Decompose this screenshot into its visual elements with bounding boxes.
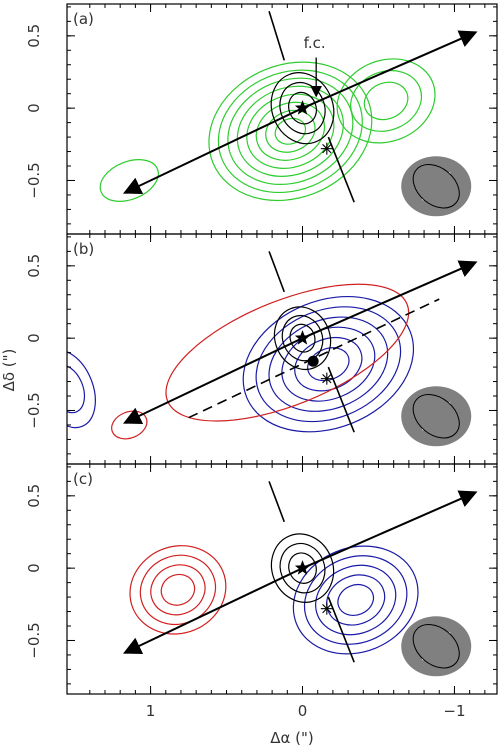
beam-indicator-b bbox=[401, 386, 472, 447]
contour-b-0-4 bbox=[294, 336, 363, 392]
star-marker-a bbox=[294, 100, 311, 115]
contour-a-0-5 bbox=[255, 101, 326, 161]
panel-c-plot-area bbox=[123, 481, 478, 677]
beam-ellipse bbox=[412, 394, 460, 439]
contour-c-0-3 bbox=[160, 573, 196, 606]
contour-a-0-2 bbox=[227, 77, 354, 185]
contour-b-1-0 bbox=[67, 349, 96, 429]
panel-label-b: (b) bbox=[73, 240, 94, 258]
beam-indicator-a bbox=[401, 156, 472, 217]
annotation-fc: f.c. bbox=[304, 34, 326, 52]
panel-label-c: (c) bbox=[73, 470, 93, 488]
contour-c-0-2 bbox=[150, 564, 206, 616]
panel-a-plot-area bbox=[99, 10, 478, 217]
axis-line-c-0 bbox=[268, 481, 286, 523]
axis-line-a-1 bbox=[327, 136, 355, 203]
contour-a-1-1 bbox=[350, 69, 423, 132]
beam-ellipse bbox=[412, 164, 460, 209]
y-tick-label: −0.5 bbox=[25, 392, 43, 428]
x-axis-label: Δα (") bbox=[270, 729, 314, 747]
contour-c-1-3 bbox=[326, 574, 386, 626]
axis-line-a-0 bbox=[268, 10, 286, 61]
y-tick-label: 0.5 bbox=[25, 254, 43, 278]
outflow-arrow-c-1 bbox=[123, 567, 303, 654]
contour-b-3-0 bbox=[111, 410, 148, 440]
panel-a: f.c. (a) 0.5 0 −0.5 bbox=[25, 3, 498, 235]
asterisk-marker-b bbox=[320, 372, 333, 385]
x-tick-label: 0 bbox=[298, 702, 308, 720]
contour-a-0-7 bbox=[274, 117, 307, 145]
asterisk-marker-c bbox=[320, 602, 333, 615]
y-tick-label: 0 bbox=[25, 333, 43, 343]
panel-c: (c) 0.5 0 −0.5 1 0 −1 bbox=[25, 463, 498, 720]
asterisk-stroke bbox=[322, 604, 332, 614]
contour-b-2-0 bbox=[165, 283, 410, 422]
contour-b-1-1 bbox=[67, 364, 86, 414]
contour-a-0-1 bbox=[217, 69, 363, 194]
panel-b: (b) 0.5 0 −0.5 bbox=[25, 233, 498, 465]
y-tick-label: 0 bbox=[25, 563, 43, 573]
contour-a-2-0 bbox=[99, 159, 159, 202]
star-marker-c bbox=[294, 560, 311, 575]
contour-c-0-0 bbox=[129, 545, 227, 635]
contour-a-0-3 bbox=[236, 85, 344, 177]
outflow-arrow-a-0 bbox=[302, 30, 478, 110]
y-tick-label: −0.5 bbox=[25, 162, 43, 198]
contour-b-0-2 bbox=[268, 316, 389, 412]
axis-line-c-1 bbox=[327, 596, 355, 663]
asterisk-marker-a bbox=[320, 142, 333, 155]
outflow-arrow-a-1 bbox=[123, 107, 303, 194]
contour-a-1-2 bbox=[363, 81, 409, 121]
contour-a-0-0 bbox=[208, 61, 373, 202]
contour-a-1-0 bbox=[336, 58, 436, 144]
beam-indicator-c bbox=[401, 616, 472, 677]
contour-b-0-1 bbox=[255, 306, 402, 423]
y-tick-label: 0.5 bbox=[25, 484, 43, 508]
y-axis-label: Δδ (") bbox=[0, 349, 18, 392]
x-tick-label: 1 bbox=[146, 702, 156, 720]
contour-c-1-1 bbox=[303, 555, 408, 645]
x-tick-label: −1 bbox=[443, 702, 465, 720]
panel-label-a: (a) bbox=[73, 10, 94, 28]
contour-a-0-6 bbox=[265, 109, 316, 153]
outflow-arrow-b-0 bbox=[302, 260, 478, 340]
contour-c-1-4 bbox=[337, 583, 375, 616]
panels: f.c. (a) 0.5 0 −0.5 (b) 0.5 0 −0.5 (c) 0.5 0 −0.5 1 0 −… bbox=[25, 3, 498, 720]
panel-b-plot-area bbox=[67, 251, 478, 447]
axis-line-b-2 bbox=[188, 298, 440, 419]
dot-marker-b bbox=[307, 355, 319, 367]
panel-c-frame bbox=[66, 463, 498, 695]
star-marker-b bbox=[294, 330, 311, 345]
contour-c-1-0 bbox=[292, 545, 419, 655]
asterisk-stroke bbox=[322, 374, 332, 384]
axis-line-b-1 bbox=[327, 366, 355, 433]
axis-line-b-0 bbox=[268, 251, 286, 293]
contour-c-1-2 bbox=[315, 564, 397, 636]
y-tick-label: 0.5 bbox=[25, 24, 43, 48]
beam-ellipse bbox=[412, 624, 460, 669]
outflow-arrow-c-0 bbox=[302, 490, 478, 570]
y-tick-label: −0.5 bbox=[25, 622, 43, 658]
asterisk-stroke bbox=[322, 144, 332, 154]
contour-b-0-0 bbox=[242, 295, 415, 433]
y-tick-label: 0 bbox=[25, 103, 43, 113]
contour-a-0-4 bbox=[246, 93, 335, 169]
outflow-arrow-b-1 bbox=[123, 337, 303, 424]
contour-b-0-5 bbox=[307, 347, 350, 382]
contour-c-0-1 bbox=[139, 554, 217, 626]
